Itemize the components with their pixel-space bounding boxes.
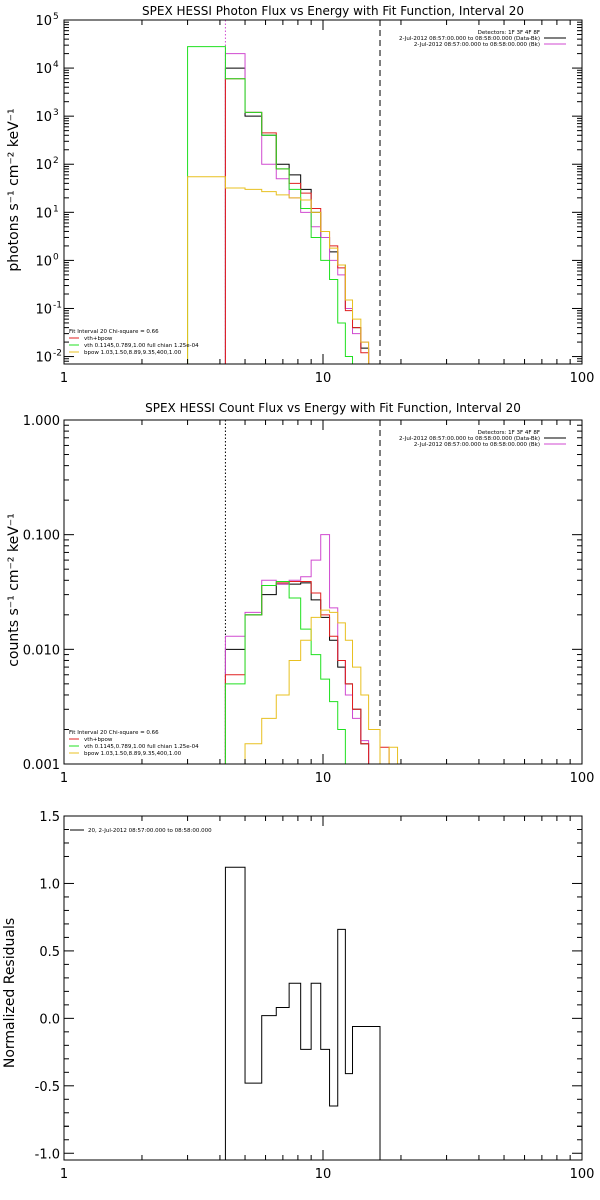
photon-flux-panel: SPEX HESSI Photon Flux vs Energy with Fi… (6, 4, 594, 386)
photon-ytick-label: 10 (35, 14, 52, 29)
photon-ytick-exponent: 3 (53, 108, 59, 118)
photon-ytick-label: 10 (35, 206, 52, 221)
photon-fit-vth: vth 0.1145,0.789,1.00 full chian 1.25e-0… (84, 343, 199, 349)
count-fit-bpow: bpow 1.03,1.50,8.89,9.35,400,1.00 (84, 751, 182, 757)
count-flux-panel: SPEX HESSI Count Flux vs Energy with Fit… (6, 401, 594, 786)
count-series-2 (224, 581, 390, 765)
photon-fit-header: Fit Interval 20 Chi-square = 0.66 (69, 329, 159, 335)
photon-ytick-label: 10 (35, 110, 52, 125)
photon-fit-total: vth+bpow (84, 336, 113, 342)
photon-xtick-label: 100 (570, 371, 595, 386)
photon-legend-detectors: Detectors: 1F 3F 4F 8F (478, 30, 540, 36)
count-series-1 (224, 534, 370, 764)
count-series-4 (187, 609, 399, 765)
photon-ytick-label: 10 (35, 158, 52, 173)
photon-ytick-label: 10 (35, 351, 52, 366)
residuals-xtick-label: 1 (60, 1167, 68, 1182)
count-legend-detectors: Detectors: 1F 3F 4F 8F (478, 430, 540, 436)
count-xtick-label: 100 (570, 771, 595, 786)
count-legend-entry-bk: 2-Jul-2012 08:57:00.000 to 08:58:00.000 … (414, 442, 540, 448)
photon-xtick-label: 10 (315, 371, 332, 386)
photon-series-3 (187, 46, 361, 365)
photon-ytick-exponent: -1 (53, 300, 62, 310)
count-panel-ylabel: counts s⁻¹ cm⁻² keV⁻¹ (6, 513, 22, 667)
photon-ytick-label: 10 (35, 254, 52, 269)
count-ytick-label: 0.100 (23, 529, 60, 544)
residuals-ytick-label: 0.5 (39, 945, 60, 960)
count-ytick-label: 0.001 (23, 758, 60, 773)
residuals-ytick-label: 1.5 (39, 810, 60, 825)
photon-ytick-exponent: 1 (53, 204, 59, 214)
count-xtick-label: 1 (60, 771, 68, 786)
count-ytick-label: 1.000 (23, 414, 60, 429)
photon-ytick-label: 10 (35, 302, 52, 317)
photon-ytick-label: 10 (35, 62, 52, 77)
count-fit-vth: vth 0.1145,0.789,1.00 full chian 1.25e-0… (84, 744, 199, 750)
residuals-xtick-label: 10 (315, 1167, 332, 1182)
residuals-series-0 (224, 866, 381, 1160)
photon-ytick-exponent: -2 (53, 349, 62, 359)
residuals-ylabel: Normalized Residuals (2, 918, 18, 1068)
residuals-ytick-label: 0.0 (39, 1012, 60, 1027)
residuals-xtick-label: 100 (570, 1167, 595, 1182)
photon-legend-entry-data: 2-Jul-2012 08:57:00.000 to 08:58:00.000 … (399, 36, 540, 42)
count-fit-header: Fit Interval 20 Chi-square = 0.66 (69, 730, 159, 736)
count-legend-entry-data: 2-Jul-2012 08:57:00.000 to 08:58:00.000 … (399, 436, 540, 442)
residuals-panel: Normalized Residuals 1 10 100 -1.0 -0.5 0.0 0.… (2, 810, 594, 1182)
residuals-ytick-label: -1.0 (35, 1147, 60, 1162)
residuals-ytick-label: -0.5 (35, 1080, 60, 1095)
photon-panel-ylabel: photons s⁻¹ cm⁻² keV⁻¹ (6, 108, 22, 271)
residuals-legend-entry: 20, 2-Jul-2012 08:57:00.000 to 08:58:00.… (88, 828, 212, 834)
count-panel-title: SPEX HESSI Count Flux vs Energy with Fit… (145, 401, 521, 415)
photon-ytick-exponent: 4 (53, 60, 59, 70)
residuals-plot-frame (63, 815, 583, 1161)
count-plot-frame (63, 419, 583, 765)
photon-ytick-exponent: 5 (53, 12, 59, 22)
residuals-ytick-label: 1.0 (39, 877, 60, 892)
photon-panel-title: SPEX HESSI Photon Flux vs Energy with Fi… (142, 4, 524, 18)
photon-xtick-label: 1 (60, 371, 68, 386)
photon-series-4 (187, 176, 398, 365)
photon-fit-bpow: bpow 1.03,1.50,8.89,9.35,400,1.00 (84, 350, 182, 356)
count-series-3 (187, 581, 361, 765)
count-series-0 (224, 582, 370, 764)
photon-ytick-exponent: 2 (53, 156, 59, 166)
count-xtick-label: 10 (315, 771, 332, 786)
count-ytick-label: 0.010 (23, 643, 60, 658)
photon-plot-frame (63, 19, 583, 365)
count-fit-total: vth+bpow (84, 737, 113, 743)
photon-ytick-exponent: 0 (53, 252, 59, 262)
photon-legend-entry-bk: 2-Jul-2012 08:57:00.000 to 08:58:00.000 … (414, 42, 540, 48)
